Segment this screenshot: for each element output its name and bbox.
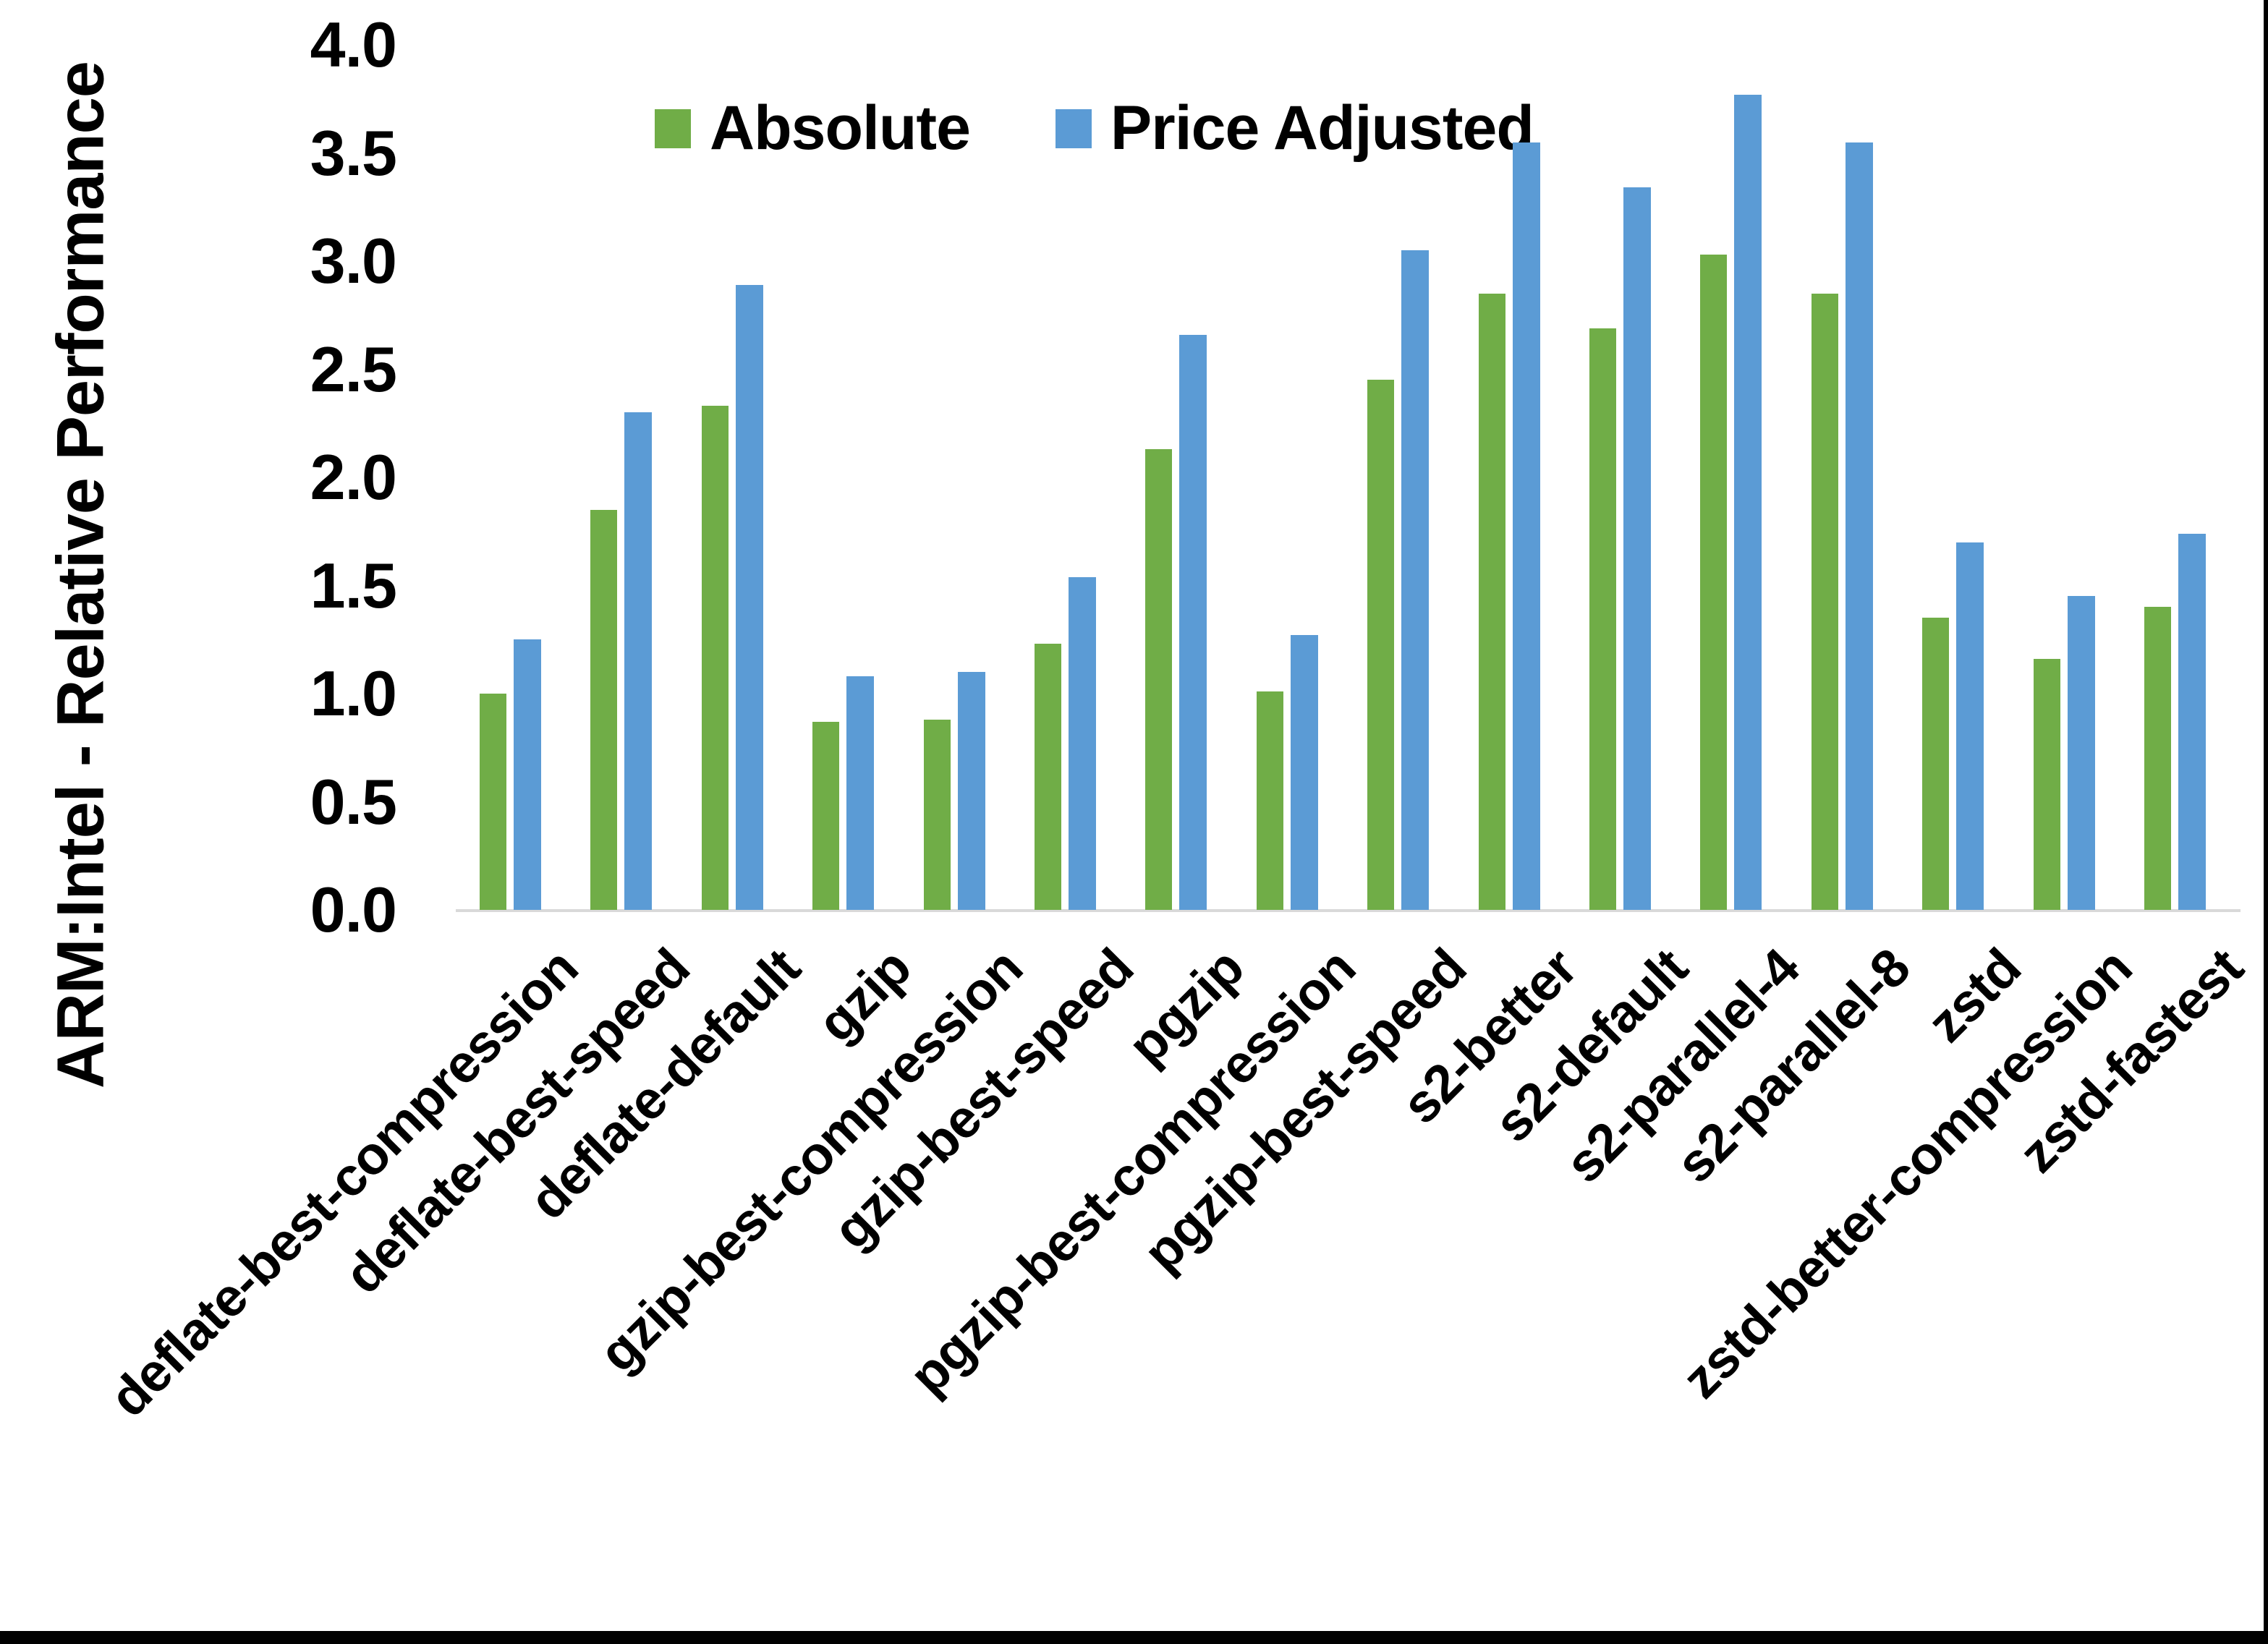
- bar-price-adjusted-s2-parallel-4: [1734, 95, 1762, 910]
- y-tick-label-0.0: 0.0: [310, 874, 397, 945]
- bar-price-adjusted-zstd-better-compression: [2068, 596, 2095, 910]
- legend-label: Absolute: [710, 93, 971, 163]
- bar-absolute-zstd-fastest: [2144, 607, 2171, 910]
- bar-price-adjusted-s2-parallel-8: [1846, 142, 1873, 910]
- y-tick-label-2.0: 2.0: [310, 441, 397, 513]
- y-tick-label-0.5: 0.5: [310, 765, 397, 838]
- y-axis-title: ARM:Intel - Relative Performance: [43, 61, 118, 1089]
- bar-absolute-pgzip: [1145, 449, 1172, 910]
- legend-swatch-icon: [1055, 108, 1092, 148]
- bar-price-adjusted-gzip: [846, 676, 874, 910]
- bar-absolute-pgzip-best-compression: [1257, 691, 1283, 910]
- bar-absolute-zstd-better-compression: [2034, 659, 2060, 910]
- bar-price-adjusted-deflate-best-compression: [514, 639, 541, 910]
- bar-absolute-pgzip-best-speed: [1367, 380, 1394, 910]
- y-tick-label-1.5: 1.5: [310, 549, 397, 621]
- screenshot-border-bottom: [0, 1631, 2268, 1644]
- bar-absolute-s2-better: [1479, 294, 1505, 910]
- bar-price-adjusted-deflate-default: [736, 285, 763, 910]
- legend-swatch-icon: [655, 108, 691, 148]
- bar-absolute-s2-parallel-4: [1700, 255, 1727, 910]
- legend-item-price-adjusted: Price Adjusted: [1055, 93, 1534, 164]
- bar-absolute-deflate-default: [702, 406, 729, 910]
- legend-item-absolute: Absolute: [655, 93, 971, 164]
- bar-absolute-gzip: [812, 722, 839, 910]
- bar-absolute-gzip-best-compression: [924, 720, 951, 910]
- screenshot-border-right: [2264, 0, 2268, 1644]
- bar-price-adjusted-zstd-fastest: [2178, 534, 2206, 910]
- bar-price-adjusted-zstd: [1956, 542, 1984, 910]
- bar-price-adjusted-s2-better: [1513, 142, 1540, 910]
- y-tick-label-3.5: 3.5: [310, 116, 397, 189]
- bar-absolute-deflate-best-speed: [590, 510, 617, 910]
- bar-price-adjusted-deflate-best-speed: [624, 412, 652, 910]
- y-tick-label-2.5: 2.5: [310, 333, 397, 405]
- bar-price-adjusted-pgzip: [1179, 335, 1207, 910]
- legend-label: Price Adjusted: [1110, 93, 1534, 163]
- bar-price-adjusted-s2-default: [1623, 187, 1651, 910]
- y-tick-label-1.0: 1.0: [310, 657, 397, 729]
- bar-price-adjusted-gzip-best-compression: [958, 672, 985, 910]
- bar-price-adjusted-pgzip-best-compression: [1291, 635, 1318, 910]
- x-axis-line: [456, 909, 2241, 912]
- bar-absolute-zstd: [1922, 618, 1949, 910]
- legend: Absolute Price Adjusted: [655, 93, 1534, 164]
- bar-price-adjusted-pgzip-best-speed: [1401, 250, 1429, 910]
- bar-absolute-s2-default: [1589, 328, 1616, 910]
- bar-absolute-deflate-best-compression: [480, 694, 506, 910]
- bar-absolute-s2-parallel-8: [1812, 294, 1838, 910]
- bar-absolute-gzip-best-speed: [1035, 644, 1061, 910]
- x-category-label-deflate-best-compression: deflate-best-compression: [98, 937, 590, 1428]
- bar-price-adjusted-gzip-best-speed: [1069, 577, 1096, 910]
- y-tick-label-4.0: 4.0: [310, 9, 397, 80]
- y-tick-label-3.0: 3.0: [310, 225, 397, 297]
